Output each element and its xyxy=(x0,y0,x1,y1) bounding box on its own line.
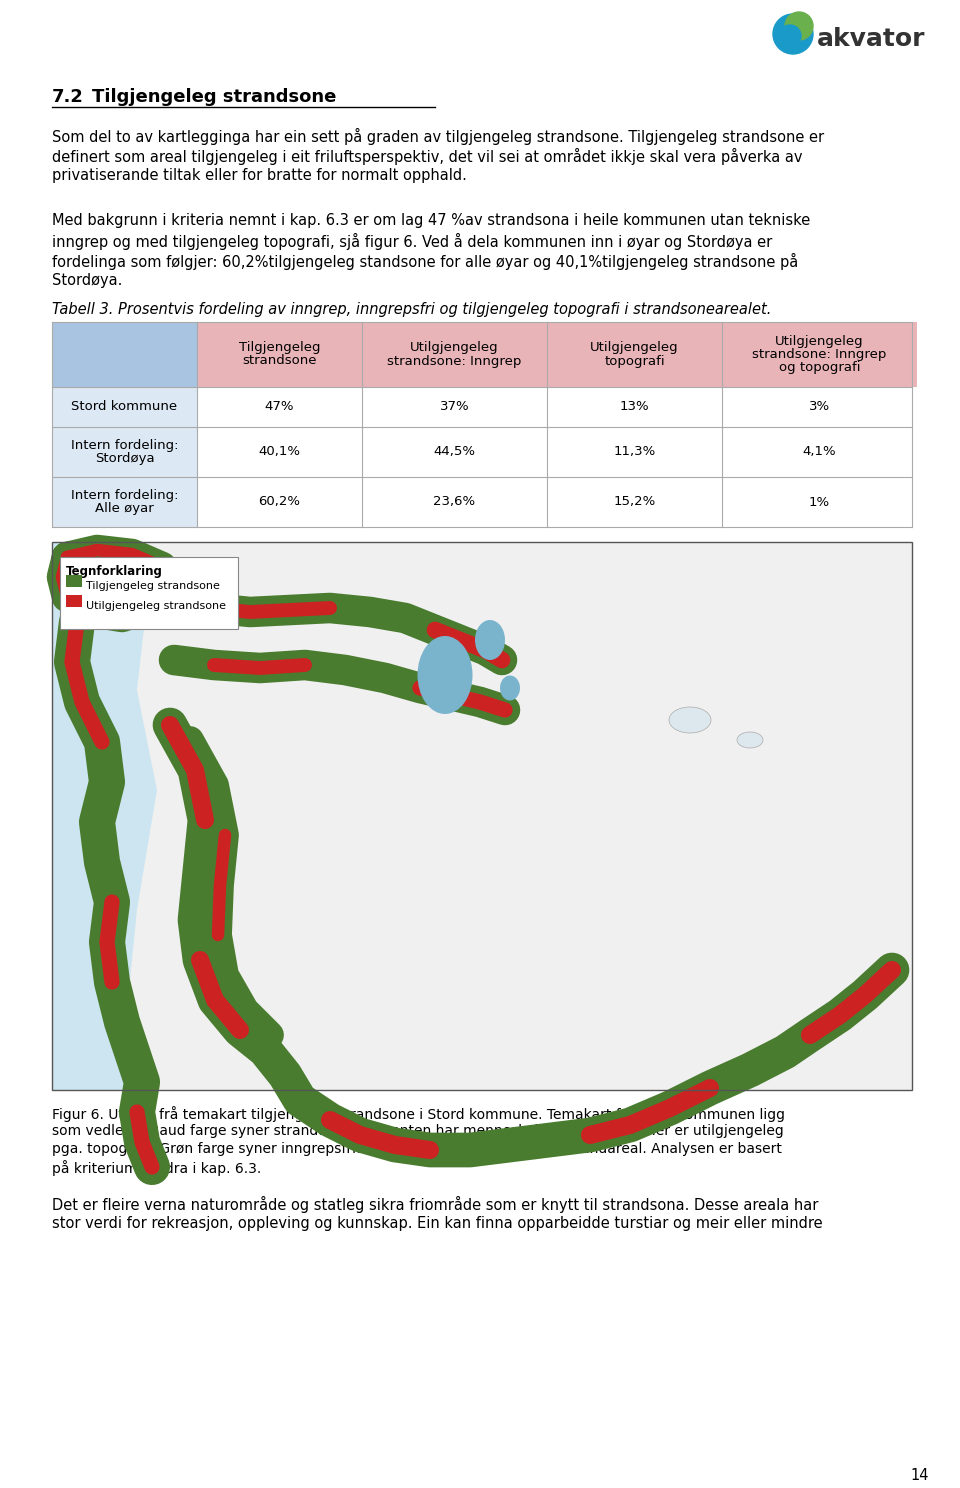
Text: 44,5%: 44,5% xyxy=(434,445,475,458)
Text: Intern fordeling:: Intern fordeling: xyxy=(71,490,179,501)
Text: 4,1%: 4,1% xyxy=(803,445,836,458)
Text: på kriterium skildra i kap. 6.3.: på kriterium skildra i kap. 6.3. xyxy=(52,1161,261,1176)
Text: fordelinga som følgjer: 60,2%tilgjengeleg standsone for alle øyar og 40,1%tilgje: fordelinga som følgjer: 60,2%tilgjengele… xyxy=(52,253,799,269)
Text: som vedlegg. Raud farge syner strandareal som enten har menneskeleg inngrep og/e: som vedlegg. Raud farge syner strandarea… xyxy=(52,1123,783,1138)
Text: 11,3%: 11,3% xyxy=(613,445,656,458)
Text: Utilgjengeleg strandsone: Utilgjengeleg strandsone xyxy=(86,601,226,612)
Text: inngrep og med tilgjengeleg topografi, sjå figur 6. Ved å dela kommunen inn i øy: inngrep og med tilgjengeleg topografi, s… xyxy=(52,234,772,250)
Text: Tegnforklaring: Tegnforklaring xyxy=(66,565,163,577)
FancyBboxPatch shape xyxy=(722,321,917,387)
Text: pga. topografi. Grøn farge syner inngrepsfritt og topografisk tilgjengeleg stran: pga. topografi. Grøn farge syner inngrep… xyxy=(52,1141,781,1156)
FancyBboxPatch shape xyxy=(362,387,547,427)
Text: 40,1%: 40,1% xyxy=(258,445,300,458)
FancyBboxPatch shape xyxy=(722,387,917,427)
Text: topografi: topografi xyxy=(604,354,665,368)
Text: 14: 14 xyxy=(911,1469,929,1484)
FancyBboxPatch shape xyxy=(547,387,722,427)
Text: Stordøya.: Stordøya. xyxy=(52,272,122,289)
FancyBboxPatch shape xyxy=(547,427,722,478)
FancyBboxPatch shape xyxy=(52,427,197,478)
Circle shape xyxy=(779,25,801,48)
Ellipse shape xyxy=(737,732,763,748)
FancyBboxPatch shape xyxy=(52,542,912,1091)
FancyBboxPatch shape xyxy=(52,387,197,427)
Text: 47%: 47% xyxy=(265,400,295,414)
Text: 23,6%: 23,6% xyxy=(433,496,475,509)
FancyBboxPatch shape xyxy=(66,574,82,586)
FancyBboxPatch shape xyxy=(722,427,917,478)
FancyBboxPatch shape xyxy=(52,321,197,387)
Text: Stord kommune: Stord kommune xyxy=(71,400,178,414)
Polygon shape xyxy=(127,542,912,1091)
Text: Tilgjengeleg: Tilgjengeleg xyxy=(239,342,321,354)
Text: Alle øyar: Alle øyar xyxy=(95,501,154,515)
Text: Utilgjengeleg: Utilgjengeleg xyxy=(775,335,864,348)
Text: akvator: akvator xyxy=(817,27,925,51)
Text: strandsone: Inngrep: strandsone: Inngrep xyxy=(387,354,521,368)
Text: Med bakgrunn i kriteria nemnt i kap. 6.3 er om lag 47 %av strandsona i heile kom: Med bakgrunn i kriteria nemnt i kap. 6.3… xyxy=(52,213,810,228)
Text: 15,2%: 15,2% xyxy=(613,496,656,509)
FancyBboxPatch shape xyxy=(52,478,197,527)
Text: Tilgjengeleg strandsone: Tilgjengeleg strandsone xyxy=(86,580,220,591)
Text: 37%: 37% xyxy=(440,400,469,414)
Text: definert som areal tilgjengeleg i eit friluftsperspektiv, det vil sei at området: definert som areal tilgjengeleg i eit fr… xyxy=(52,147,803,165)
Text: 13%: 13% xyxy=(620,400,649,414)
FancyBboxPatch shape xyxy=(362,478,547,527)
Text: Utilgjengeleg: Utilgjengeleg xyxy=(410,342,499,354)
Text: 1%: 1% xyxy=(809,496,830,509)
Ellipse shape xyxy=(418,635,472,714)
FancyBboxPatch shape xyxy=(547,321,722,387)
FancyBboxPatch shape xyxy=(197,321,362,387)
Text: Intern fordeling:: Intern fordeling: xyxy=(71,439,179,452)
Text: Tabell 3. Prosentvis fordeling av inngrep, inngrepsfri og tilgjengeleg topografi: Tabell 3. Prosentvis fordeling av inngre… xyxy=(52,302,772,317)
FancyBboxPatch shape xyxy=(197,478,362,527)
Ellipse shape xyxy=(475,620,505,661)
Text: privatiserande tiltak eller for bratte for normalt opphald.: privatiserande tiltak eller for bratte f… xyxy=(52,168,467,183)
Text: stor verdi for rekreasjon, oppleving og kunnskap. Ein kan finna opparbeidde turs: stor verdi for rekreasjon, oppleving og … xyxy=(52,1216,823,1231)
Circle shape xyxy=(773,13,813,54)
Text: strandsone: strandsone xyxy=(242,354,317,368)
FancyBboxPatch shape xyxy=(547,478,722,527)
Text: Tilgjengeleg strandsone: Tilgjengeleg strandsone xyxy=(92,88,336,106)
FancyBboxPatch shape xyxy=(197,427,362,478)
FancyBboxPatch shape xyxy=(362,427,547,478)
Ellipse shape xyxy=(500,676,520,701)
Text: Figur 6. Utsnitt frå temakart tilgjengeleg strandsone i Stord kommune. Temakart : Figur 6. Utsnitt frå temakart tilgjengel… xyxy=(52,1106,785,1122)
Text: strandsone: Inngrep: strandsone: Inngrep xyxy=(753,348,887,362)
Text: Utilgjengeleg: Utilgjengeleg xyxy=(590,342,679,354)
FancyBboxPatch shape xyxy=(197,387,362,427)
Text: Stordøya: Stordøya xyxy=(95,452,155,464)
Text: og topografi: og topografi xyxy=(779,362,860,373)
Text: Som del to av kartlegginga har ein sett på graden av tilgjengeleg strandsone. Ti: Som del to av kartlegginga har ein sett … xyxy=(52,128,824,144)
Text: 7.2: 7.2 xyxy=(52,88,84,106)
Ellipse shape xyxy=(669,707,711,734)
FancyBboxPatch shape xyxy=(60,557,238,629)
Text: 60,2%: 60,2% xyxy=(258,496,300,509)
FancyBboxPatch shape xyxy=(722,478,917,527)
Circle shape xyxy=(785,12,813,40)
Text: 3%: 3% xyxy=(809,400,830,414)
FancyBboxPatch shape xyxy=(362,321,547,387)
Text: Det er fleire verna naturområde og statleg sikra friområde som er knytt til stra: Det er fleire verna naturområde og statl… xyxy=(52,1196,818,1213)
FancyBboxPatch shape xyxy=(66,595,82,607)
